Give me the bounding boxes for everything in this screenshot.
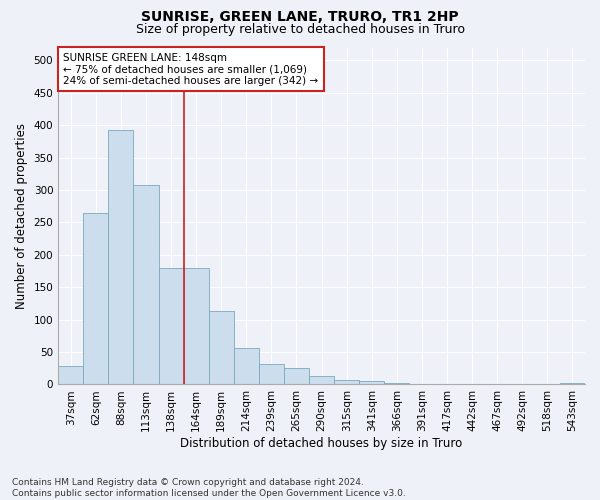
Bar xyxy=(309,376,334,384)
Bar xyxy=(83,212,109,384)
Text: SUNRISE GREEN LANE: 148sqm
← 75% of detached houses are smaller (1,069)
24% of s: SUNRISE GREEN LANE: 148sqm ← 75% of deta… xyxy=(64,52,319,86)
Text: Size of property relative to detached houses in Truro: Size of property relative to detached ho… xyxy=(136,22,464,36)
Bar xyxy=(58,366,83,384)
Bar xyxy=(234,348,259,385)
Bar xyxy=(259,364,284,384)
Text: Contains HM Land Registry data © Crown copyright and database right 2024.
Contai: Contains HM Land Registry data © Crown c… xyxy=(12,478,406,498)
Bar xyxy=(184,268,209,384)
Bar xyxy=(133,185,158,384)
Bar xyxy=(560,382,585,384)
Bar xyxy=(209,311,234,384)
Bar xyxy=(158,268,184,384)
Y-axis label: Number of detached properties: Number of detached properties xyxy=(15,123,28,309)
Text: SUNRISE, GREEN LANE, TRURO, TR1 2HP: SUNRISE, GREEN LANE, TRURO, TR1 2HP xyxy=(141,10,459,24)
Bar xyxy=(334,380,359,384)
Bar xyxy=(359,381,385,384)
X-axis label: Distribution of detached houses by size in Truro: Distribution of detached houses by size … xyxy=(181,437,463,450)
Bar xyxy=(284,368,309,384)
Bar xyxy=(385,383,409,384)
Bar xyxy=(109,130,133,384)
